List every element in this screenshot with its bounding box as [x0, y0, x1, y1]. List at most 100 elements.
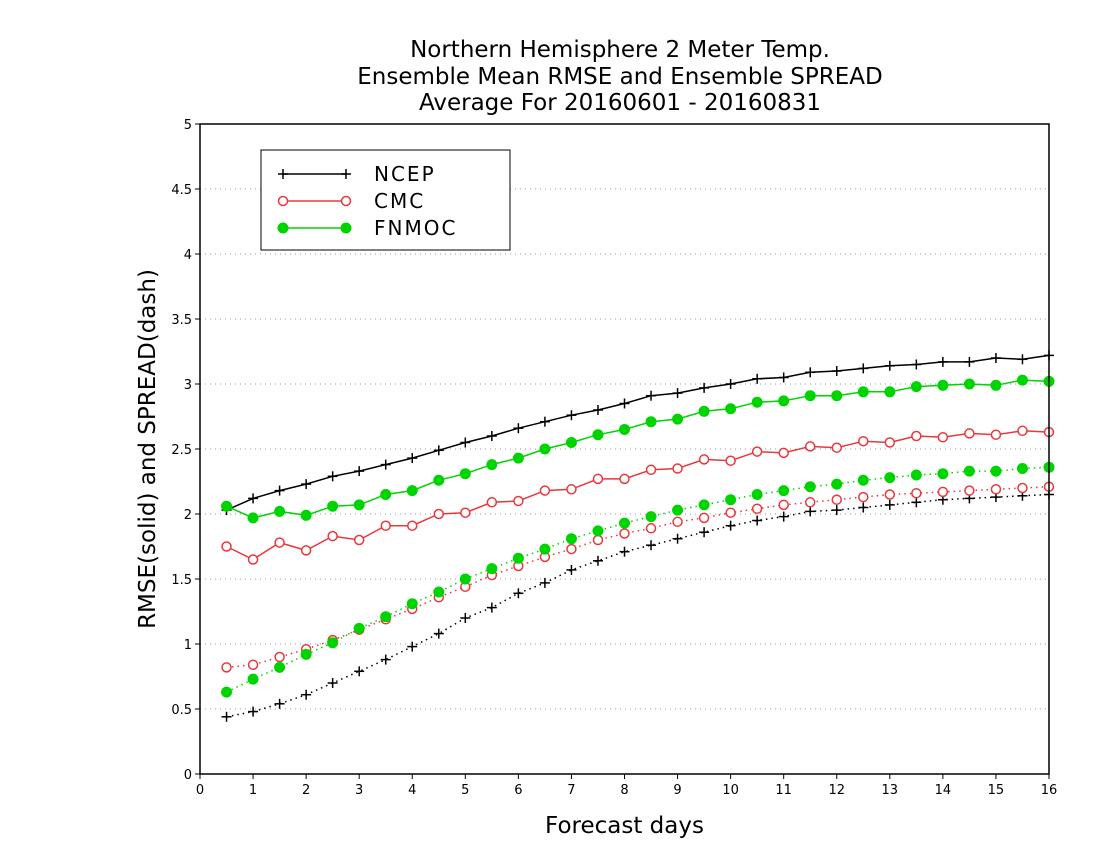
data-point	[1016, 374, 1028, 386]
data-point	[963, 465, 975, 477]
data-point	[459, 468, 471, 480]
data-point	[274, 485, 285, 496]
data-point	[884, 489, 896, 500]
data-point	[964, 428, 975, 439]
data-point	[300, 509, 312, 521]
data-point	[565, 533, 577, 545]
y-tick-label: 1.5	[171, 573, 192, 588]
data-point	[301, 689, 312, 700]
data-point	[380, 489, 392, 500]
data-point	[221, 662, 232, 673]
data-point	[247, 673, 259, 685]
series-line	[226, 466, 1050, 693]
data-point	[592, 429, 604, 441]
data-point	[407, 453, 418, 464]
legend: NCEP CMC FNMOC	[260, 149, 511, 251]
data-point	[990, 465, 1002, 477]
legend-label: NCEP	[374, 162, 436, 186]
data-point	[619, 424, 630, 435]
data-point	[300, 545, 312, 556]
y-tick-label: 1	[184, 638, 192, 653]
data-point	[725, 507, 736, 518]
data-point	[592, 525, 604, 537]
data-point	[672, 516, 683, 528]
chart-title-line-1: Northern Hemisphere 2 Meter Temp.	[410, 37, 830, 63]
data-point	[433, 586, 445, 598]
data-point	[327, 637, 339, 649]
data-point	[354, 466, 365, 477]
data-point	[778, 485, 790, 497]
data-point	[247, 659, 259, 671]
y-tick-label: 3.5	[171, 313, 192, 328]
data-point	[407, 641, 418, 652]
data-point	[619, 528, 630, 539]
legend-entry-fnmoc: FNMOC	[277, 216, 455, 240]
y-tick-label: 4	[184, 248, 192, 263]
data-point	[804, 390, 816, 402]
x-tick-label: 12	[828, 783, 845, 798]
data-point	[353, 622, 365, 634]
data-point	[327, 530, 338, 542]
data-point	[248, 706, 259, 717]
data-point	[752, 515, 763, 526]
data-point	[884, 386, 896, 398]
data-point	[380, 611, 392, 623]
data-point	[433, 508, 445, 520]
x-axis-title: Forecast days	[545, 813, 704, 839]
series-line	[226, 354, 1050, 511]
data-point	[539, 543, 551, 555]
y-tick-label: 0	[184, 768, 192, 783]
data-point	[221, 541, 232, 552]
series-layer	[221, 350, 1055, 722]
y-tick-label: 5	[184, 118, 192, 133]
data-point	[592, 405, 603, 415]
data-point	[1017, 482, 1028, 494]
data-point	[778, 511, 789, 522]
data-point	[354, 666, 365, 677]
y-axis-title: RMSE(solid) and SPREAD(dash)	[135, 269, 161, 629]
data-point	[963, 378, 975, 390]
grid-layer	[200, 188, 1049, 710]
legend-box	[260, 149, 511, 251]
data-point	[353, 534, 365, 546]
data-point	[725, 403, 737, 415]
data-point	[964, 356, 975, 367]
chart-title-line-3: Average For 20160601 - 20160831	[418, 90, 822, 116]
data-point	[778, 499, 789, 511]
data-point	[910, 469, 922, 481]
data-point	[699, 527, 710, 538]
data-point	[539, 443, 551, 455]
data-point	[778, 447, 789, 459]
legend-entry-cmc: CMC	[277, 189, 423, 213]
legend-marker	[341, 169, 351, 179]
data-point	[592, 534, 604, 546]
data-point	[937, 432, 949, 443]
series-line	[226, 430, 1050, 561]
legend-entry-ncep: NCEP	[278, 162, 436, 186]
series-cmc-solid	[221, 425, 1055, 565]
x-tick-label: 5	[461, 783, 469, 798]
data-point	[619, 398, 630, 409]
data-point	[911, 430, 922, 442]
data-point	[725, 520, 736, 531]
data-point	[486, 459, 498, 471]
data-point	[513, 423, 524, 434]
data-point	[645, 523, 657, 534]
data-point	[566, 410, 577, 421]
data-point	[512, 552, 524, 564]
data-point	[301, 479, 312, 490]
x-tick-label: 8	[620, 783, 628, 798]
data-point	[884, 472, 896, 484]
data-point	[646, 540, 657, 551]
data-point	[937, 379, 949, 391]
data-point	[592, 473, 604, 485]
data-point	[327, 678, 338, 688]
data-point	[990, 484, 1002, 495]
data-point	[486, 497, 498, 508]
data-point	[990, 353, 1001, 363]
data-point	[486, 602, 497, 613]
data-point	[831, 505, 842, 516]
data-point	[698, 499, 710, 511]
data-point	[858, 502, 869, 513]
ticks-layer: 00.511.522.533.544.550 1 2 3 4 5 6 7 8 9 10 11 12 13 1…	[171, 118, 1057, 798]
